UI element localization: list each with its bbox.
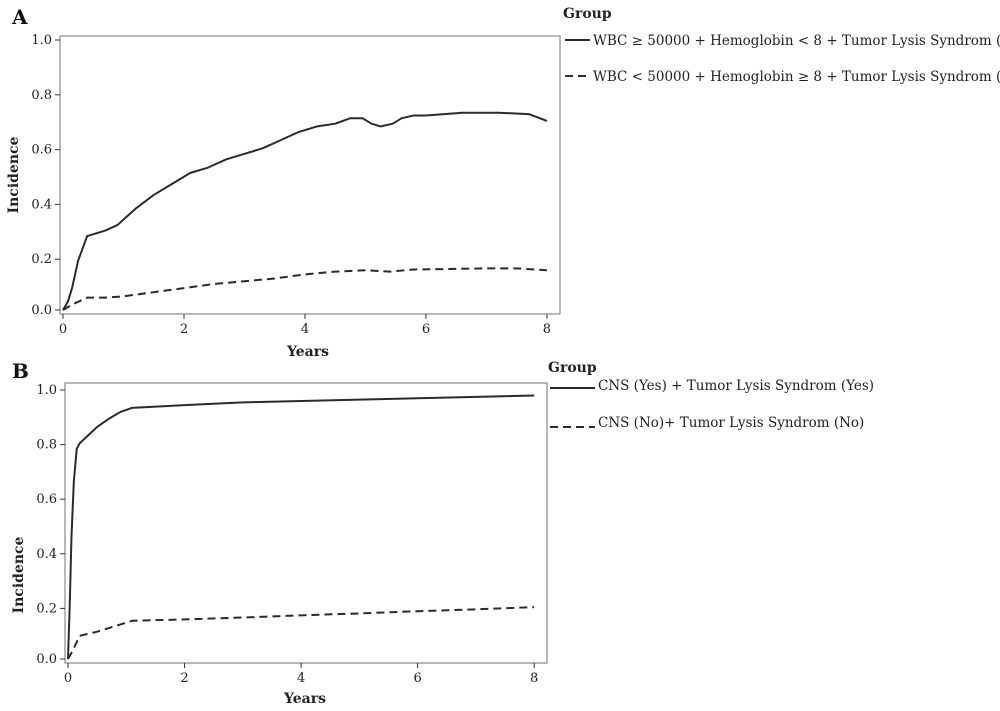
panel-a-series-line-1: [62, 111, 548, 311]
panel-b-xtick-label: 6: [413, 671, 421, 686]
panel-a-xtick-label: 4: [301, 322, 309, 337]
panel-a-xtick-label: 0: [59, 322, 67, 337]
panel-a-ticks: 0.0 0.2 0.4 0.6 0.8 1.0 0 2 4 6 8: [31, 33, 551, 337]
panel-b-ticks: 0.0 0.2 0.4 0.6 0.8 1.0 0 2 4 6 8: [36, 383, 538, 686]
panel-a-label: A: [11, 5, 28, 29]
panel-a-ytick-label: 1.0: [31, 33, 52, 48]
panel-a-plot-frame: [59, 35, 561, 315]
panel-b-ytick-label: 0.0: [36, 652, 57, 667]
panel-b-ylabel: Incidence: [11, 536, 27, 613]
panel-b-xlabel: Years: [283, 691, 326, 707]
panel-a-ytick-label: 0.6: [31, 143, 52, 158]
panel-a-ytick-label: 0.2: [31, 252, 52, 267]
panel-a-ytick-label: 0.4: [31, 197, 52, 212]
panel-b-ytick-label: 0.4: [36, 547, 57, 562]
panel-b-ytick-label: 0.8: [36, 438, 57, 453]
panel-b-legend-title: Group: [548, 360, 597, 376]
panel-b-legend-entry-1: CNS (Yes) + Tumor Lysis Syndrom (Yes): [598, 378, 874, 394]
panel-b-ytick-label: 0.2: [36, 601, 57, 616]
panel-b-legend-entry-2: CNS (No)+ Tumor Lysis Syndrom (No): [598, 415, 864, 431]
panel-b: B 0.0 0.2 0.4 0.6 0.8 1.0 0 2 4 6 8 Years Incidenc…: [11, 359, 874, 707]
panel-b-xtick-label: 8: [530, 671, 538, 686]
panel-b-ytick-label: 1.0: [36, 383, 57, 398]
panel-a-xtick-label: 6: [422, 322, 430, 337]
panel-b-xtick-label: 0: [64, 671, 72, 686]
panel-b-series-line-1: [67, 394, 535, 660]
panel-b-series-line-2: [67, 606, 535, 660]
panel-b-series: [67, 394, 535, 660]
panel-a-legend: Group WBC ≥ 50000 + Hemoglobin < 8 + Tum…: [563, 6, 1000, 85]
panel-b-xtick-label: 4: [297, 671, 305, 686]
panel-a-series-line-2: [62, 267, 548, 311]
panel-a-legend-entry-1: WBC ≥ 50000 + Hemoglobin < 8 + Tumor Lys…: [593, 33, 1000, 49]
panel-a-ytick-label: 0.8: [31, 88, 52, 103]
panel-b-plot-frame: [64, 382, 548, 664]
panel-a-legend-title: Group: [563, 6, 612, 22]
panel-a-ytick-label: 0.0: [31, 303, 52, 318]
panel-b-label: B: [12, 359, 29, 383]
panel-b-ytick-label: 0.6: [36, 492, 57, 507]
panel-a-xtick-label: 8: [543, 322, 551, 337]
panel-a: A 0.0 0.2 0.4 0.6 0.8 1.0 0 2 4 6 8 Years Incidenc…: [6, 5, 1000, 360]
panel-b-xtick-label: 2: [180, 671, 188, 686]
panel-b-legend: Group CNS (Yes) + Tumor Lysis Syndrom (Y…: [548, 360, 874, 431]
panel-a-legend-entry-2: WBC < 50000 + Hemoglobin ≥ 8 + Tumor Lys…: [593, 69, 1000, 85]
panel-a-xtick-label: 2: [180, 322, 188, 337]
panel-a-xlabel: Years: [286, 344, 329, 360]
panel-a-ylabel: Incidence: [6, 136, 22, 213]
panel-a-series: [62, 111, 548, 311]
